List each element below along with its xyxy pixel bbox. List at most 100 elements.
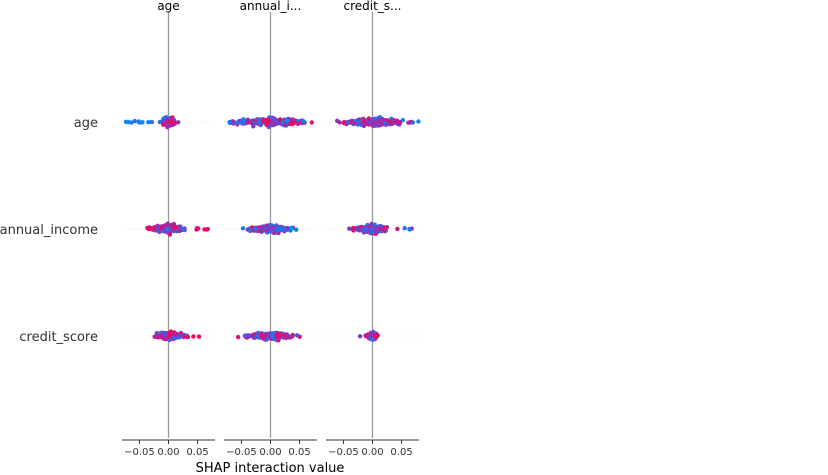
data-point	[227, 119, 232, 125]
data-point	[357, 334, 363, 339]
data-point	[267, 331, 272, 336]
data-point	[355, 225, 361, 231]
data-point	[171, 221, 177, 227]
data-point	[395, 118, 400, 124]
data-point	[182, 227, 187, 233]
data-point	[395, 226, 400, 232]
data-point	[337, 120, 342, 125]
data-point	[157, 119, 162, 125]
data-point	[407, 227, 412, 232]
data-point	[163, 332, 168, 338]
data-point	[178, 224, 183, 229]
x-axes: −0.05 0.00 0.05 −0.05 0.00 0.05 −0.05 0.00 0.05	[122, 439, 419, 458]
data-point	[196, 334, 202, 339]
data-point	[167, 334, 172, 339]
data-point	[285, 226, 290, 231]
x-tick-label: −0.05	[328, 447, 359, 458]
data-point	[366, 228, 371, 233]
data-point	[246, 333, 251, 338]
data-point	[236, 334, 241, 340]
column-title: annual_i...	[240, 0, 302, 13]
data-point	[170, 119, 175, 124]
data-point	[165, 119, 171, 124]
data-point	[254, 334, 259, 340]
data-point	[182, 334, 187, 339]
data-point	[274, 333, 280, 338]
data-point	[140, 120, 145, 125]
x-tick-label: −0.05	[124, 447, 155, 458]
data-point	[361, 123, 367, 129]
data-point	[370, 337, 375, 342]
data-point	[136, 119, 141, 124]
data-point	[309, 120, 314, 125]
data-point	[245, 120, 250, 125]
data-point	[166, 227, 171, 232]
data-point	[408, 119, 413, 125]
x-tick-label: 0.05	[288, 447, 310, 458]
data-point	[270, 334, 275, 340]
data-point	[149, 119, 154, 125]
data-point	[256, 330, 261, 335]
data-point	[281, 333, 287, 338]
data-point	[378, 227, 383, 232]
data-point	[161, 122, 166, 128]
data-point	[155, 333, 160, 339]
data-point	[281, 227, 286, 232]
data-point	[300, 118, 306, 124]
x-tick-label: 0.00	[259, 447, 281, 458]
row-label: credit_score	[19, 330, 98, 345]
data-point	[266, 124, 271, 130]
data-point	[257, 121, 262, 126]
x-tick-label: 0.00	[157, 447, 179, 458]
data-point	[383, 120, 388, 126]
data-point	[151, 226, 156, 231]
data-point	[202, 227, 207, 232]
data-point	[384, 225, 390, 230]
data-point	[146, 120, 151, 125]
row-labels: age annual_income credit_score	[0, 116, 98, 345]
column-title: credit_s...	[343, 0, 401, 13]
data-point	[367, 119, 372, 125]
data-point	[278, 117, 283, 122]
data-point	[172, 336, 177, 341]
data-point	[234, 120, 239, 126]
column-titles: age annual_i... credit_s...	[157, 0, 401, 13]
data-point	[242, 333, 247, 338]
data-point	[360, 226, 365, 231]
column-title: age	[157, 0, 179, 13]
data-point	[257, 117, 262, 122]
data-point	[178, 333, 184, 339]
data-point	[351, 228, 356, 233]
data-point	[402, 226, 407, 231]
data-point	[284, 118, 290, 123]
data-point	[173, 225, 178, 230]
data-point	[290, 121, 295, 127]
data-point	[176, 120, 181, 125]
data-point	[371, 120, 377, 125]
data-point	[273, 118, 278, 124]
data-point	[147, 225, 152, 230]
data-point	[294, 333, 300, 338]
data-point	[272, 122, 277, 127]
data-point	[341, 120, 346, 126]
data-point	[372, 333, 377, 339]
data-point	[167, 232, 173, 237]
data-point	[267, 226, 272, 231]
row-label: annual_income	[0, 223, 98, 238]
data-point	[361, 118, 367, 124]
data-point	[277, 227, 282, 232]
data-point	[231, 119, 236, 124]
data-point	[294, 227, 299, 232]
data-point	[258, 226, 263, 231]
x-axis-label: SHAP interaction value	[196, 461, 345, 475]
data-point	[196, 226, 201, 231]
data-point	[416, 119, 421, 124]
data-point	[377, 115, 383, 120]
data-point	[167, 331, 172, 336]
data-point	[276, 338, 281, 343]
row-label: age	[74, 116, 98, 131]
data-point	[173, 332, 178, 337]
data-point	[369, 333, 374, 338]
data-point	[372, 222, 377, 227]
